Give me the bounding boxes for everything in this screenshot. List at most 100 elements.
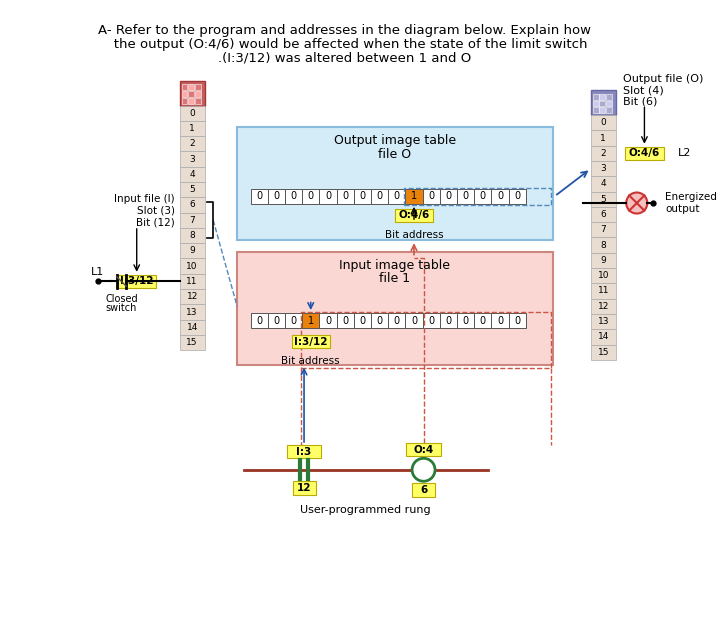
FancyBboxPatch shape xyxy=(606,107,612,113)
FancyBboxPatch shape xyxy=(180,182,204,198)
FancyBboxPatch shape xyxy=(591,238,616,252)
FancyBboxPatch shape xyxy=(423,189,440,204)
Text: 8: 8 xyxy=(600,241,606,249)
FancyBboxPatch shape xyxy=(508,313,526,328)
Text: 0: 0 xyxy=(428,191,434,201)
Text: Bit (6): Bit (6) xyxy=(624,97,658,107)
FancyBboxPatch shape xyxy=(285,189,302,204)
FancyBboxPatch shape xyxy=(593,101,598,106)
FancyBboxPatch shape xyxy=(336,313,354,328)
FancyBboxPatch shape xyxy=(600,94,606,100)
Text: 0: 0 xyxy=(377,316,382,326)
Text: 0: 0 xyxy=(600,118,606,127)
Text: 2: 2 xyxy=(189,139,195,148)
Text: 8: 8 xyxy=(189,231,195,240)
Text: 0: 0 xyxy=(359,316,366,326)
FancyBboxPatch shape xyxy=(591,268,616,283)
FancyBboxPatch shape xyxy=(625,147,664,160)
FancyBboxPatch shape xyxy=(474,313,492,328)
Text: 0: 0 xyxy=(274,191,279,201)
FancyBboxPatch shape xyxy=(180,81,204,106)
Text: 0: 0 xyxy=(462,191,469,201)
FancyBboxPatch shape xyxy=(591,115,616,131)
Text: 6: 6 xyxy=(420,485,427,495)
Text: 10: 10 xyxy=(598,271,609,280)
Text: 6: 6 xyxy=(189,201,195,209)
FancyBboxPatch shape xyxy=(591,253,616,268)
FancyBboxPatch shape xyxy=(591,283,616,299)
Text: 0: 0 xyxy=(480,191,486,201)
Text: Output file (O): Output file (O) xyxy=(624,74,703,84)
FancyBboxPatch shape xyxy=(180,198,204,212)
Text: Slot (4): Slot (4) xyxy=(624,85,664,95)
FancyBboxPatch shape xyxy=(292,335,330,348)
Text: 0: 0 xyxy=(446,191,451,201)
Text: 14: 14 xyxy=(598,332,609,341)
Text: 4: 4 xyxy=(600,179,606,188)
FancyBboxPatch shape xyxy=(412,483,435,496)
FancyBboxPatch shape xyxy=(180,289,204,304)
Text: 0: 0 xyxy=(497,191,503,201)
Text: 0: 0 xyxy=(411,316,417,326)
Text: 15: 15 xyxy=(186,338,198,347)
Text: Bit address: Bit address xyxy=(384,229,444,239)
Text: the output (O:4/6) would be affected when the state of the limit switch: the output (O:4/6) would be affected whe… xyxy=(101,38,588,51)
FancyBboxPatch shape xyxy=(591,146,616,161)
FancyBboxPatch shape xyxy=(591,344,616,360)
FancyBboxPatch shape xyxy=(336,189,354,204)
FancyBboxPatch shape xyxy=(492,189,508,204)
FancyBboxPatch shape xyxy=(405,189,423,204)
FancyBboxPatch shape xyxy=(195,91,201,97)
Text: Energized: Energized xyxy=(665,192,717,202)
FancyBboxPatch shape xyxy=(180,335,204,350)
Text: 1: 1 xyxy=(307,316,314,326)
Text: 2: 2 xyxy=(600,149,606,158)
Text: 0: 0 xyxy=(428,316,434,326)
FancyBboxPatch shape xyxy=(591,314,616,329)
FancyBboxPatch shape xyxy=(180,167,204,182)
FancyBboxPatch shape xyxy=(180,151,204,167)
FancyBboxPatch shape xyxy=(591,131,616,146)
FancyBboxPatch shape xyxy=(457,313,474,328)
Text: 0: 0 xyxy=(446,316,451,326)
Text: 9: 9 xyxy=(189,246,195,256)
Text: A- Refer to the program and addresses in the diagram below. Explain how: A- Refer to the program and addresses in… xyxy=(98,24,590,38)
FancyBboxPatch shape xyxy=(180,213,204,228)
FancyBboxPatch shape xyxy=(606,94,612,100)
Text: .(I:3/12) was altered between 1 and O: .(I:3/12) was altered between 1 and O xyxy=(217,51,471,64)
FancyBboxPatch shape xyxy=(406,443,441,456)
FancyBboxPatch shape xyxy=(268,313,285,328)
Text: 6: 6 xyxy=(600,210,606,219)
Text: 0: 0 xyxy=(514,191,521,201)
Text: 13: 13 xyxy=(598,317,609,326)
Text: 10: 10 xyxy=(186,262,198,271)
FancyBboxPatch shape xyxy=(591,176,616,191)
FancyBboxPatch shape xyxy=(600,101,606,106)
FancyBboxPatch shape xyxy=(181,98,187,104)
Text: 0: 0 xyxy=(394,191,400,201)
Circle shape xyxy=(626,192,647,214)
FancyBboxPatch shape xyxy=(195,84,201,90)
Text: O:4/6: O:4/6 xyxy=(629,148,660,158)
Text: 0: 0 xyxy=(342,316,348,326)
FancyBboxPatch shape xyxy=(237,127,553,241)
FancyBboxPatch shape xyxy=(388,313,405,328)
Text: 0: 0 xyxy=(274,316,279,326)
FancyBboxPatch shape xyxy=(591,161,616,176)
Text: 1: 1 xyxy=(189,124,195,133)
Text: 0: 0 xyxy=(256,191,262,201)
Text: 3: 3 xyxy=(600,164,606,173)
FancyBboxPatch shape xyxy=(180,304,204,319)
Text: Input image table: Input image table xyxy=(339,259,451,272)
FancyBboxPatch shape xyxy=(268,189,285,204)
Text: output: output xyxy=(665,204,700,214)
FancyBboxPatch shape xyxy=(474,189,492,204)
FancyBboxPatch shape xyxy=(302,189,320,204)
FancyBboxPatch shape xyxy=(251,313,268,328)
Text: Bit address: Bit address xyxy=(282,356,340,366)
FancyBboxPatch shape xyxy=(181,91,187,97)
FancyBboxPatch shape xyxy=(591,90,616,115)
Text: 0: 0 xyxy=(377,191,382,201)
Text: 0: 0 xyxy=(256,316,262,326)
Text: Slot (3): Slot (3) xyxy=(137,206,175,216)
